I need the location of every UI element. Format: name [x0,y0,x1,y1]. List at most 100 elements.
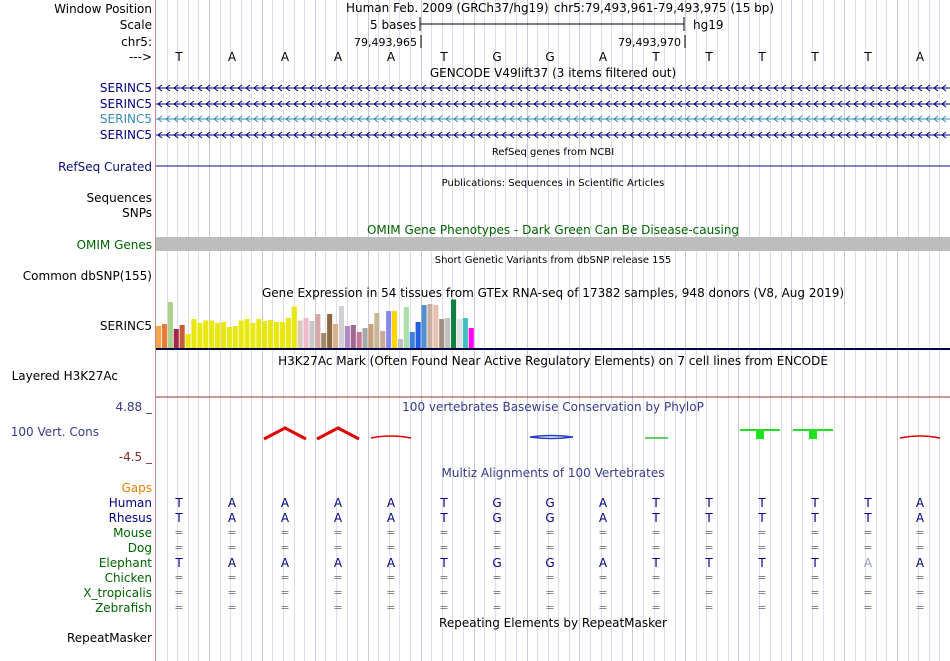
aligned-base-xtrop: = [651,586,661,599]
aligned-base-elephant: T [705,556,713,570]
gtex-tissue-bar [197,323,203,348]
gridline [495,0,496,661]
gridline [886,0,887,661]
aligned-base-xtrop: = [810,586,820,599]
label-sequences[interactable]: Sequences [86,191,152,205]
aligned-base-dog: = [810,541,820,554]
gridline-major [897,0,898,661]
label-gaps[interactable]: Gaps [121,481,152,495]
gtex-tissue-bar [439,319,445,348]
gridline [167,0,168,661]
title-phylop[interactable]: 100 vertebrates Basewise Conservation by… [402,400,704,414]
aligned-base-mouse: = [810,526,820,539]
gtex-tissue-bar [179,325,185,348]
label-serinc5-4[interactable]: SERINC5 [99,128,152,142]
label-zebrafish[interactable]: Zebrafish [95,601,152,615]
reference-base: A [227,50,237,64]
label-phylop-min: -4.5 _ [118,450,152,464]
label-chicken[interactable]: Chicken [104,571,152,585]
phylop-peak-a1 [263,426,307,441]
aligned-base-elephant: G [545,556,555,570]
gtex-tissue-bar [203,320,209,348]
title-multiz[interactable]: Multiz Alignments of 100 Vertebrates [441,466,665,480]
reference-base: A [598,50,608,64]
label-repeatmasker[interactable]: RepeatMasker [66,631,152,645]
gridline [643,0,644,661]
label-rhesus[interactable]: Rhesus [108,511,152,525]
strand-chevron-row [157,131,947,139]
gtex-tissue-bar [403,307,409,348]
title-refseq[interactable]: RefSeq genes from NCBI [491,147,615,158]
aligned-base-chicken: = [598,571,608,584]
title-omim[interactable]: OMIM Gene Phenotypes - Dark Green Can Be… [366,223,740,237]
gtex-tissue-bar [409,332,415,348]
gridline [929,0,930,661]
gtex-tissue-bar [303,318,309,348]
gtex-tissue-bar [356,332,362,348]
label-serinc5-1[interactable]: SERINC5 [99,81,152,95]
label-elephant[interactable]: Elephant [98,556,152,570]
aligned-base-elephant: A [280,556,290,570]
gridline-major [685,0,686,661]
gtex-tissue-bar [185,334,191,348]
gtex-tissue-bar [392,311,398,348]
aligned-base-dog: = [545,541,555,554]
label-window-position[interactable]: Window Position [54,2,152,16]
label-scale[interactable]: Scale [119,18,152,32]
aligned-base-xtrop: = [545,586,555,599]
aligned-base-xtrop: = [915,586,925,599]
reference-base: T [175,50,183,64]
gridline [823,0,824,661]
title-publications[interactable]: Publications: Sequences in Scientific Ar… [441,178,665,189]
aligned-base-human: T [652,496,660,510]
gtex-tissue-bar [238,320,244,348]
reference-base: T [758,50,766,64]
aligned-base-zebrafish: = [333,601,343,614]
label-layered-h3k27ac[interactable]: Layered H3K27Ac [11,369,118,383]
title-dbsnp[interactable]: Short Genetic Variants from dbSNP releas… [434,255,672,266]
title-gencode[interactable]: GENCODE V49lift37 (3 items filtered out) [429,66,677,80]
label-gtex-gene[interactable]: SERINC5 [99,319,152,333]
label-serinc5-3[interactable]: SERINC5 [99,112,152,126]
aligned-base-rhesus: T [175,511,183,525]
label-100-vert-cons[interactable]: 100 Vert. Cons [10,425,99,439]
aligned-base-chicken: = [333,571,343,584]
phylop-dip-g [529,434,574,440]
db-name: hg19 [693,18,724,32]
title-h3k27ac[interactable]: H3K27Ac Mark (Often Found Near Active Re… [278,354,828,368]
label-strand-arrow[interactable]: ---> [128,50,152,64]
label-common-dbsnp[interactable]: Common dbSNP(155) [22,269,152,283]
aligned-base-xtrop: = [598,586,608,599]
aligned-base-elephant: T [758,556,766,570]
label-dog[interactable]: Dog [127,541,152,555]
gridline [410,0,411,661]
gtex-tissue-bar [368,324,374,348]
gridline [325,0,326,661]
aligned-base-mouse: = [598,526,608,539]
aligned-base-chicken: = [863,571,873,584]
aligned-base-rhesus: T [652,511,660,525]
title-gtex[interactable]: Gene Expression in 54 tissues from GTEx … [261,286,845,300]
aligned-base-mouse: = [863,526,873,539]
label-human[interactable]: Human [108,496,152,510]
label-chrom[interactable]: chr5: [121,35,152,49]
label-refseq-curated[interactable]: RefSeq Curated [58,160,152,174]
gtex-tissue-bar [262,321,268,348]
aligned-base-chicken: = [227,571,237,584]
gridline [812,0,813,661]
label-serinc5-2[interactable]: SERINC5 [99,97,152,111]
aligned-base-human: A [227,496,237,510]
label-omim-genes[interactable]: OMIM Genes [76,238,152,252]
label-snps[interactable]: SNPs [122,206,152,220]
aligned-base-zebrafish: = [492,601,502,614]
gridline [770,0,771,661]
aligned-base-dog: = [386,541,396,554]
assembly-title: Human Feb. 2009 (GRCh37/hg19) [346,1,549,15]
label-mouse[interactable]: Mouse [113,526,152,540]
gridline [399,0,400,661]
aligned-base-human: A [915,496,925,510]
label-x-tropicalis[interactable]: X_tropicalis [83,586,152,600]
title-repeatmasker[interactable]: Repeating Elements by RepeatMasker [439,616,667,630]
aligned-base-zebrafish: = [704,601,714,614]
